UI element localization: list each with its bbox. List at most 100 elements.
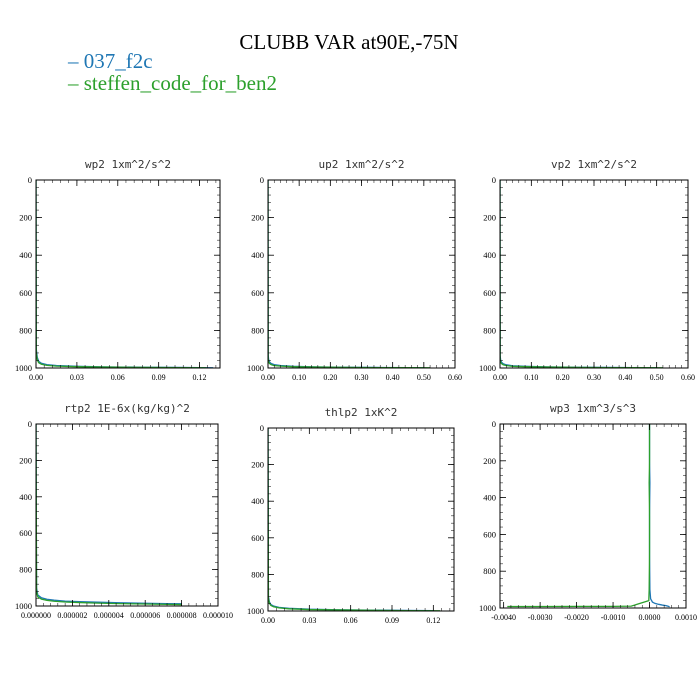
panel-3-frame (499, 179, 689, 369)
panel-2-y-tick-label: 0 (260, 175, 264, 185)
panel-2-frame (267, 179, 456, 369)
legend-entry-1: – 037_f2c (67, 49, 153, 73)
panel-3-x-tick-label: 0.10 (524, 373, 538, 382)
panel-1: wp2 1xm^2/s^2 0.00 0.03 0.06 0.09 0.12 0 200 400… (15, 158, 221, 382)
panel-4-x-tick-label: 0.000004 (94, 611, 124, 620)
panel-6-title: wp3 1xm^3/s^3 (550, 402, 636, 415)
panel-5-frame (267, 427, 455, 612)
panel-3-y-tick-label: 800 (483, 325, 496, 335)
panel-2-y-tick-label: 800 (251, 325, 264, 335)
panel-3: vp2 1xm^2/s^2 0.00 0.10 0.20 0.30 0.40 0.50 0.6… (479, 158, 695, 382)
panel-6-y-tick-label: 400 (483, 493, 496, 503)
panel-6-x-tick-label: -0.0030 (528, 613, 553, 622)
panel-3-title: vp2 1xm^2/s^2 (551, 158, 637, 171)
legend-label-2: steffen_code_for_ben2 (84, 71, 277, 95)
panel-4-y-tick-label: 0 (28, 419, 32, 429)
panel-5-y-tick-label: 600 (251, 533, 264, 543)
panel-4-y-tick-label: 1000 (15, 601, 32, 611)
panel-2-x-tick-label: 0.10 (292, 373, 306, 382)
panel-5-y-tick-label: 400 (251, 496, 264, 506)
panel-6-x-tick-label: -0.0040 (491, 613, 516, 622)
panel-2-series-1-line (268, 180, 424, 368)
panel-1-y-tick-label: 0 (28, 175, 32, 185)
panel-5-y-tick-label: 200 (251, 460, 264, 470)
panel-5-x-tick-label: 0.03 (302, 616, 316, 625)
panel-4-y-tick-label: 600 (19, 528, 32, 538)
panel-3-series-2-line (500, 180, 663, 368)
panel-3-x-tick-label: 0.00 (493, 373, 507, 382)
panel-1-x-tick-label: 0.12 (193, 373, 207, 382)
panel-4-y-tick-label: 400 (19, 492, 32, 502)
legend-label-1: 037_f2c (84, 49, 153, 73)
panel-4-frame (35, 423, 219, 607)
panel-4-x-tick-label: 0.000000 (21, 611, 51, 620)
panel-6: wp3 1xm^3/s^3 -0.0040 -0.0030 -0.0020 -0.001… (479, 402, 697, 622)
panel-1-y-tick-label: 400 (19, 250, 32, 260)
panel-4-x-tick-label: 0.000002 (57, 611, 87, 620)
panel-4-x-tick-label: 0.000006 (130, 611, 160, 620)
panel-5-series-1-line (268, 428, 434, 611)
panel-4-y-tick-label: 800 (19, 565, 32, 575)
legend: – 037_f2c – steffen_code_for_ben2 (67, 49, 277, 95)
panel-4-title: rtp2 1E-6x(kg/kg)^2 (64, 402, 190, 415)
panel-3-y-tick-label: 1000 (479, 363, 496, 373)
panel-6-y-tick-label: 0 (492, 419, 496, 429)
panel-3-x-tick-label: 0.60 (681, 373, 695, 382)
panel-6-x-tick-label: -0.0020 (564, 613, 589, 622)
panel-6-series-1-line (648, 424, 670, 608)
panel-3-x-tick-label: 0.40 (618, 373, 632, 382)
panel-2-title: up2 1xm^2/s^2 (318, 158, 404, 171)
panel-5-y-tick-label: 800 (251, 569, 264, 579)
panel-6-y-tick-label: 1000 (479, 603, 496, 613)
panel-6-frame (499, 423, 687, 609)
panel-2-x-tick-label: 0.50 (417, 373, 431, 382)
panel-3-y-tick-label: 200 (483, 213, 496, 223)
panel-1-x-tick-label: 0.09 (152, 373, 166, 382)
legend-entry-2: – steffen_code_for_ben2 (67, 71, 277, 95)
panel-3-x-tick-label: 0.30 (587, 373, 601, 382)
panel-1-series-1-line (36, 180, 214, 368)
panel-6-series-2-line (507, 424, 651, 608)
panel-4-y-tick-label: 200 (19, 455, 32, 465)
panel-2-y-tick-label: 600 (251, 288, 264, 298)
panel-6-x-tick-label: 0.0000 (639, 613, 661, 622)
panel-2-y-tick-label: 1000 (247, 363, 264, 373)
panel-4-series-2-line (36, 424, 182, 606)
panel-1-x-tick-label: 0.03 (70, 373, 84, 382)
panel-1-frame (35, 179, 221, 369)
panel-3-series-1-line (500, 180, 657, 368)
panel-2: up2 1xm^2/s^2 0.00 0.10 0.20 0.30 0.40 0.50 0.6… (247, 158, 462, 382)
panel-6-y-tick-label: 200 (483, 456, 496, 466)
panel-1-y-tick-label: 800 (19, 325, 32, 335)
panel-3-y-tick-label: 400 (483, 250, 496, 260)
legend-swatch-1: – (67, 49, 84, 73)
panel-1-series-2-line (36, 180, 207, 368)
figure-title: CLUBB VAR at90E,-75N (239, 30, 458, 54)
panel-6-y-tick-label: 600 (483, 529, 496, 539)
panel-5-y-tick-label: 1000 (247, 606, 264, 616)
panel-5-title: thlp2 1xK^2 (325, 406, 398, 419)
panel-3-x-tick-label: 0.50 (650, 373, 664, 382)
panel-2-x-tick-label: 0.60 (448, 373, 462, 382)
panel-5-x-tick-label: 0.12 (426, 616, 440, 625)
legend-swatch-2: – (67, 71, 84, 95)
panel-4-x-tick-label: 0.000008 (167, 611, 197, 620)
panel-6-x-tick-label: -0.0010 (601, 613, 626, 622)
panel-2-y-tick-label: 200 (251, 213, 264, 223)
panels: wp2 1xm^2/s^2 0.00 0.03 0.06 0.09 0.12 0 200 400… (15, 158, 697, 625)
panel-4-series-1-line (36, 424, 182, 605)
panel-1-x-tick-label: 0.00 (29, 373, 43, 382)
panel-3-y-tick-label: 0 (492, 175, 496, 185)
panel-2-series-2-line (268, 180, 431, 368)
panel-2-x-tick-label: 0.30 (355, 373, 369, 382)
panel-3-y-tick-label: 600 (483, 288, 496, 298)
panel-2-x-tick-label: 0.40 (386, 373, 400, 382)
panel-5-series-2-line (268, 428, 441, 611)
panel-6-x-tick-label: 0.0010 (675, 613, 697, 622)
panel-1-title: wp2 1xm^2/s^2 (85, 158, 171, 171)
panel-2-x-tick-label: 0.00 (261, 373, 275, 382)
panel-4: rtp2 1E-6x(kg/kg)^2 0.000000 0.000002 0.000… (15, 402, 233, 620)
panel-5: thlp2 1xK^2 0.00 0.03 0.06 0.09 0.12 0 200 400 60… (247, 406, 455, 625)
panel-5-x-tick-label: 0.00 (261, 616, 275, 625)
